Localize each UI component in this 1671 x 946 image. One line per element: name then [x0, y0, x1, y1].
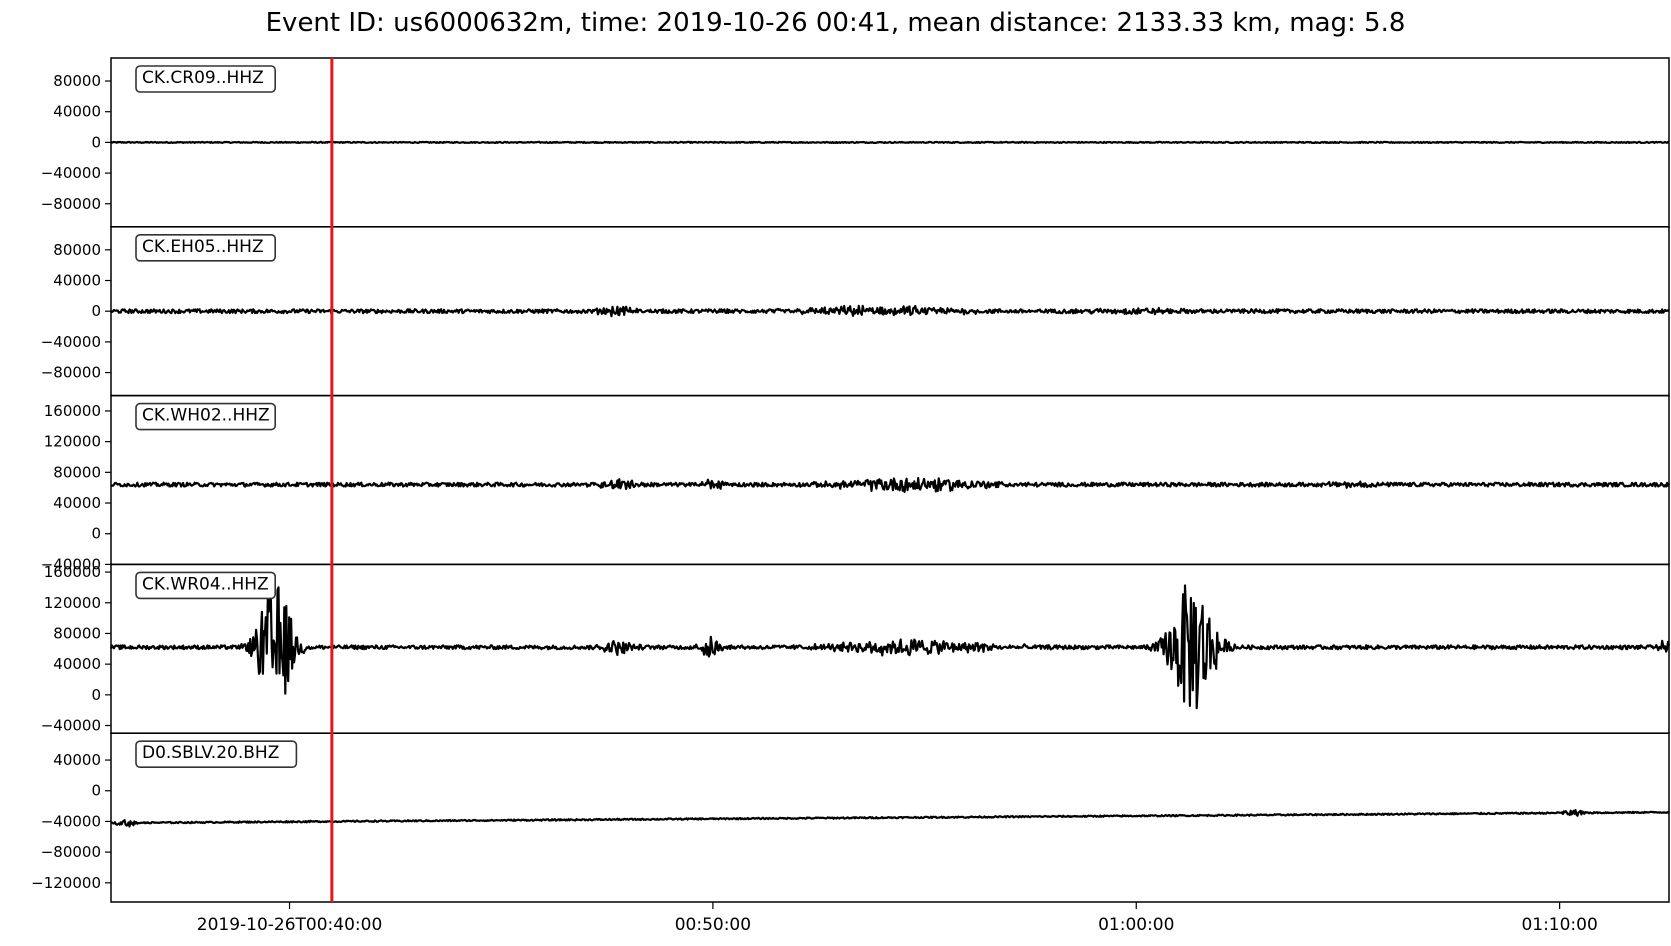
xtick-label: 2019-10-26T00:40:00 [197, 915, 383, 935]
trace-station-label: D0.SBLV.20.BHZ [142, 743, 279, 763]
trace-station-label: CK.WR04..HHZ [142, 574, 269, 594]
trace-waveform-1 [110, 304, 1670, 318]
ytick-label: −40000 [41, 333, 101, 351]
ytick-label: 0 [91, 782, 101, 800]
ytick-label: 120000 [44, 594, 101, 612]
ytick-label: 80000 [53, 241, 101, 259]
trace-waveform-4 [110, 809, 1670, 828]
ytick-label: 40000 [53, 494, 101, 512]
trace-station-label: CK.CR09..HHZ [142, 68, 264, 88]
ytick-label: −80000 [41, 364, 101, 382]
ytick-label: −40000 [41, 812, 101, 830]
trace-station-label: CK.WH02..HHZ [142, 406, 270, 426]
trace-label-box [135, 740, 298, 769]
ytick-label: 0 [91, 686, 101, 704]
ytick-label: 80000 [53, 72, 101, 90]
ytick-label: 0 [91, 133, 101, 151]
ytick-label: 40000 [53, 751, 101, 769]
ytick-label: 40000 [53, 655, 101, 673]
ytick-label: −80000 [41, 843, 101, 861]
chart-title: Event ID: us6000632m, time: 2019-10-26 0… [265, 8, 1406, 38]
ytick-label: 160000 [44, 402, 101, 420]
ytick-label: 0 [91, 302, 101, 320]
ytick-label: 40000 [53, 103, 101, 121]
ytick-label: −40000 [41, 717, 101, 735]
trace-waveform-0 [110, 140, 1670, 144]
trace-panel-frame [110, 732, 1670, 903]
ytick-label: −40000 [41, 555, 101, 573]
ytick-label: 80000 [53, 463, 101, 481]
xtick-label: 01:10:00 [1521, 915, 1597, 935]
ytick-label: −80000 [41, 195, 101, 213]
trace-label-box [135, 234, 276, 262]
ytick-label: 0 [91, 525, 101, 543]
trace-label-box [135, 571, 276, 600]
ytick-label: −40000 [41, 164, 101, 182]
trace-waveform-3 [109, 584, 1671, 710]
trace-waveform-2 [110, 477, 1670, 493]
ytick-label: 120000 [44, 433, 101, 451]
ytick-label: 40000 [53, 272, 101, 290]
ytick-label: 160000 [44, 563, 101, 581]
trace-station-label: CK.EH05..HHZ [142, 237, 264, 257]
ytick-label: 80000 [53, 624, 101, 642]
trace-label-box [135, 65, 276, 93]
ytick-label: −120000 [31, 874, 101, 892]
trace-label-box [135, 402, 276, 431]
xtick-label: 00:50:00 [675, 915, 751, 935]
xtick-label: 01:00:00 [1098, 915, 1174, 935]
